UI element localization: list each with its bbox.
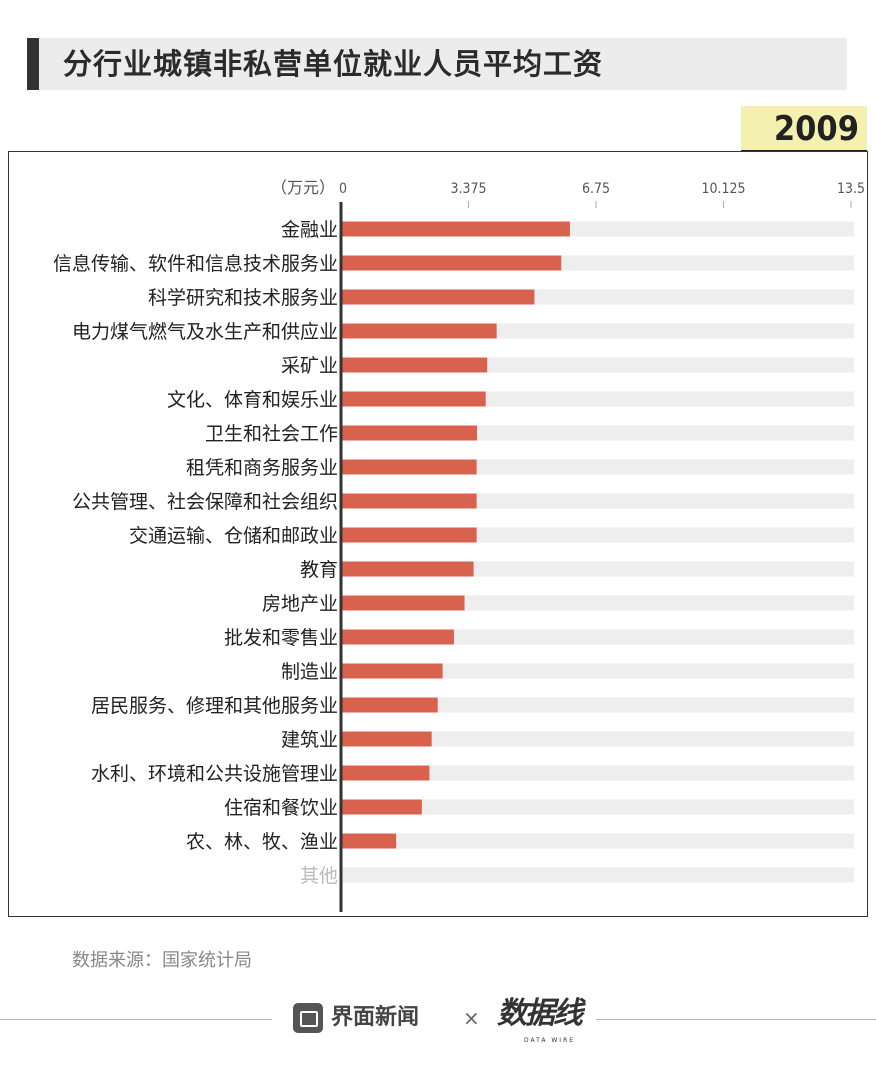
- category-label: 金融业: [281, 219, 338, 241]
- bar: [341, 323, 497, 339]
- bar: [341, 799, 422, 815]
- bar-track: [341, 629, 854, 645]
- category-label: 其他: [300, 865, 338, 887]
- bar: [341, 221, 570, 237]
- jiemian-logo-icon: [293, 1003, 323, 1033]
- category-label: 卫生和社会工作: [205, 423, 338, 445]
- x-tick-label: 10.125: [701, 181, 745, 197]
- bar-track: [341, 731, 854, 747]
- chart-frame: （万元） 0 3.375 6.75 10.125 13.5 金融业信息传输、软件和信息技术服…: [8, 151, 868, 917]
- title-accent-bar: [27, 38, 39, 90]
- datawire-logo: 数据线: [497, 996, 583, 1031]
- x-tick-label: 13.5: [837, 181, 865, 197]
- bar: [341, 595, 465, 611]
- category-label: 居民服务、修理和其他服务业: [91, 695, 338, 717]
- category-label: 文化、体育和娱乐业: [167, 389, 338, 411]
- chart-title: 分行业城镇非私营单位就业人员平均工资: [63, 47, 604, 81]
- x-tick-label: 0: [339, 181, 347, 197]
- bar: [341, 697, 438, 713]
- category-label: 住宿和餐饮业: [224, 797, 338, 819]
- bar: [341, 459, 477, 475]
- bar: [341, 731, 432, 747]
- bar: [341, 425, 477, 441]
- bar-track: [341, 765, 854, 781]
- brand-name: 界面新闻: [331, 1005, 420, 1030]
- bar: [341, 493, 477, 509]
- bar: [341, 765, 430, 781]
- category-label: 信息传输、软件和信息技术服务业: [53, 253, 338, 275]
- category-label: 批发和零售业: [224, 627, 338, 649]
- unit-label: （万元）: [271, 178, 335, 197]
- category-label: 公共管理、社会保障和社会组织: [72, 491, 338, 513]
- category-label: 电力煤气燃气及水生产和供应业: [72, 321, 338, 343]
- category-label: 制造业: [281, 661, 338, 683]
- x-tick-label: 6.75: [582, 181, 610, 197]
- bar-track: [341, 663, 854, 679]
- bar: [341, 255, 562, 271]
- footer-divider-right: [596, 1019, 876, 1020]
- bar: [341, 663, 443, 679]
- bar-track: [341, 833, 854, 849]
- bar-chart: （万元） 0 3.375 6.75 10.125 13.5 金融业信息传输、软件和信息技术服…: [53, 178, 865, 912]
- data-source: 数据来源：国家统计局: [72, 950, 252, 971]
- category-label: 房地产业: [262, 593, 338, 615]
- category-label: 教育: [300, 559, 338, 581]
- bar-track: [341, 697, 854, 713]
- category-label: 农、林、牧、渔业: [186, 831, 338, 853]
- category-label: 租凭和商务服务业: [186, 457, 338, 479]
- year-label: 2009: [773, 109, 859, 149]
- bar: [341, 833, 397, 849]
- datawire-subtitle: DATA WIRE: [524, 1037, 576, 1044]
- category-label: 交通运输、仓储和邮政业: [129, 525, 338, 547]
- category-label: 建筑业: [281, 729, 338, 751]
- year-badge: 2009: [741, 106, 867, 152]
- category-label: 水利、环境和公共设施管理业: [91, 763, 338, 785]
- category-label: 采矿业: [281, 355, 338, 377]
- bar-track: [341, 867, 854, 883]
- bar-track: [341, 799, 854, 815]
- bar: [341, 527, 477, 543]
- bar: [341, 289, 535, 305]
- category-label: 科学研究和技术服务业: [148, 287, 338, 309]
- title-bar: 分行业城镇非私营单位就业人员平均工资: [27, 38, 847, 90]
- bar: [341, 357, 488, 373]
- separator-mark: ×: [463, 1006, 480, 1030]
- bar: [341, 629, 454, 645]
- bar: [341, 561, 474, 577]
- bar: [341, 391, 486, 407]
- x-tick-label: 3.375: [450, 181, 486, 197]
- footer-divider-left: [0, 1019, 272, 1020]
- bar-track: [341, 595, 854, 611]
